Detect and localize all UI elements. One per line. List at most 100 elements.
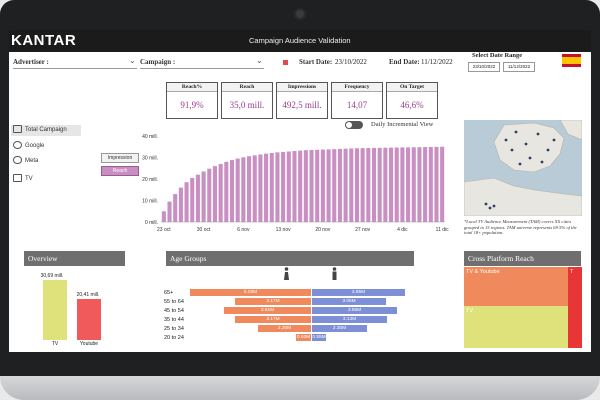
reach-bar[interactable] xyxy=(303,150,308,222)
sidebar-item-tv[interactable]: TV xyxy=(11,174,33,185)
reach-bar[interactable] xyxy=(417,147,422,222)
sidebar-item-google[interactable]: Google xyxy=(11,141,44,152)
age-label: 45 to 54 xyxy=(164,308,184,314)
x-tick-label: 30 oct xyxy=(197,227,211,233)
kpi-on-target: On Target 46,6% xyxy=(386,82,438,119)
reach-bar[interactable] xyxy=(292,151,297,222)
kpi-value: 91,9% xyxy=(180,100,204,110)
reach-bar[interactable] xyxy=(349,148,354,222)
reach-bar[interactable] xyxy=(377,147,382,222)
reach-bar[interactable] xyxy=(178,187,183,222)
reach-bar[interactable] xyxy=(264,153,269,222)
kpi-value: 492,5 mill. xyxy=(282,100,322,110)
age-row-45-54: 45 to 54 3.61M 3.55M xyxy=(164,307,414,315)
kpi-frequency: Frequency 14,07 xyxy=(331,82,383,119)
reach-bar[interactable] xyxy=(360,148,365,222)
daily-incremental-switch[interactable] xyxy=(345,121,363,129)
reach-bar[interactable] xyxy=(195,174,200,222)
reach-bar[interactable] xyxy=(229,160,235,222)
reach-bar[interactable] xyxy=(269,152,274,222)
campaign-chevron-down-icon[interactable]: ⌄ xyxy=(256,56,263,65)
reach-bar[interactable] xyxy=(224,161,229,222)
y-tick-label: 0 mill. xyxy=(145,220,158,226)
reach-chart: 0 mill. 10 mill. 20 mill. 30 mill. 40 mill. 2… xyxy=(142,134,449,233)
reach-bar[interactable] xyxy=(383,147,388,222)
campaign-dropdown[interactable] xyxy=(140,56,264,69)
reach-bar[interactable] xyxy=(173,194,178,222)
reach-bar[interactable] xyxy=(440,146,445,222)
reach-bar[interactable] xyxy=(218,163,223,222)
reach-bar[interactable] xyxy=(354,148,360,222)
reach-bar[interactable] xyxy=(406,147,411,222)
campaign-label: Campaign : xyxy=(140,58,176,66)
reach-bar[interactable] xyxy=(258,154,263,222)
reach-bar[interactable] xyxy=(371,147,377,222)
reach-bar[interactable] xyxy=(235,158,240,222)
reach-bar[interactable] xyxy=(400,147,405,222)
start-date-label: Start Date: xyxy=(299,58,333,66)
reach-bar[interactable] xyxy=(241,157,246,222)
reach-bar[interactable] xyxy=(207,168,212,222)
treemap-youtube[interactable]: T xyxy=(568,267,582,348)
reach-bar[interactable] xyxy=(247,156,252,222)
impression-toggle-button[interactable]: Impression xyxy=(101,153,139,163)
reach-bar[interactable] xyxy=(337,148,342,222)
age-label: 35 to 44 xyxy=(164,317,184,323)
kpi-label: Reach% xyxy=(167,83,217,92)
spain-flag-icon[interactable] xyxy=(562,54,581,67)
treemap-tv[interactable]: TV xyxy=(464,306,568,348)
advertiser-chevron-down-icon[interactable]: ⌄ xyxy=(129,56,136,65)
treemap-tv-youtube[interactable]: TV & Youtube xyxy=(464,267,568,306)
end-date-value: 11/12/2022 xyxy=(421,58,453,66)
reach-bar[interactable] xyxy=(190,177,195,222)
reach-bar[interactable] xyxy=(298,150,303,222)
webcam xyxy=(294,8,306,20)
reach-bar[interactable] xyxy=(434,146,439,222)
advertiser-dropdown[interactable] xyxy=(13,56,137,69)
reach-bar[interactable] xyxy=(315,149,320,222)
reach-bar[interactable] xyxy=(201,171,206,222)
sidebar-item-meta[interactable]: Meta xyxy=(11,156,38,167)
reach-bar[interactable] xyxy=(326,149,331,222)
reach-bar[interactable] xyxy=(411,147,416,222)
range-start-input[interactable]: 23/10/2022 xyxy=(468,62,500,72)
overview-header: Overview xyxy=(24,251,125,266)
reach-bar[interactable] xyxy=(167,201,172,222)
chart-icon xyxy=(13,125,22,134)
reach-bar[interactable] xyxy=(394,147,399,223)
region-map[interactable] xyxy=(464,120,582,216)
reach-bar[interactable] xyxy=(281,151,286,222)
male-bar: 2.30M xyxy=(312,325,367,332)
filter-bar: Advertiser : ⌄ Campaign : ⌄ Start Date: … xyxy=(9,52,591,102)
reach-bar[interactable] xyxy=(275,152,280,222)
x-tick-label: 4 dic xyxy=(397,227,408,233)
overview-youtube-value: 20,41 mill. xyxy=(76,292,100,298)
reach-bar[interactable] xyxy=(212,166,218,222)
range-end-input[interactable]: 11/12/2022 xyxy=(503,62,535,72)
advertiser-label: Advertiser : xyxy=(13,58,49,66)
female-person-icon xyxy=(284,267,289,280)
reach-bar[interactable] xyxy=(332,149,337,222)
reach-bar[interactable] xyxy=(320,149,325,222)
reach-bar[interactable] xyxy=(252,155,257,222)
x-tick-label: 20 nov xyxy=(315,227,331,233)
reach-bar[interactable] xyxy=(389,147,394,222)
end-date-label: End Date: xyxy=(389,58,420,66)
reach-bar[interactable] xyxy=(428,146,433,222)
reach-toggle-button[interactable]: Reach xyxy=(101,166,139,176)
sidebar-item-label: Meta xyxy=(25,158,39,164)
kpi-label: On Target xyxy=(387,83,437,92)
cross-platform-header: Cross Platform Reach xyxy=(464,251,581,266)
reach-bar[interactable] xyxy=(366,148,371,222)
female-bar: 0.63M xyxy=(296,334,311,341)
overview-youtube-bar xyxy=(77,299,101,340)
reach-bar[interactable] xyxy=(423,147,428,222)
sidebar-item-total-campaign[interactable]: Total Campaign xyxy=(11,125,81,136)
reach-bar[interactable] xyxy=(309,149,314,222)
reach-bar[interactable] xyxy=(286,151,291,222)
reach-bar[interactable] xyxy=(184,182,189,222)
reach-bar[interactable] xyxy=(161,211,166,222)
reach-bar[interactable] xyxy=(343,148,348,222)
male-bar: 0.55M xyxy=(312,334,326,341)
treemap-label: TV xyxy=(466,308,474,314)
